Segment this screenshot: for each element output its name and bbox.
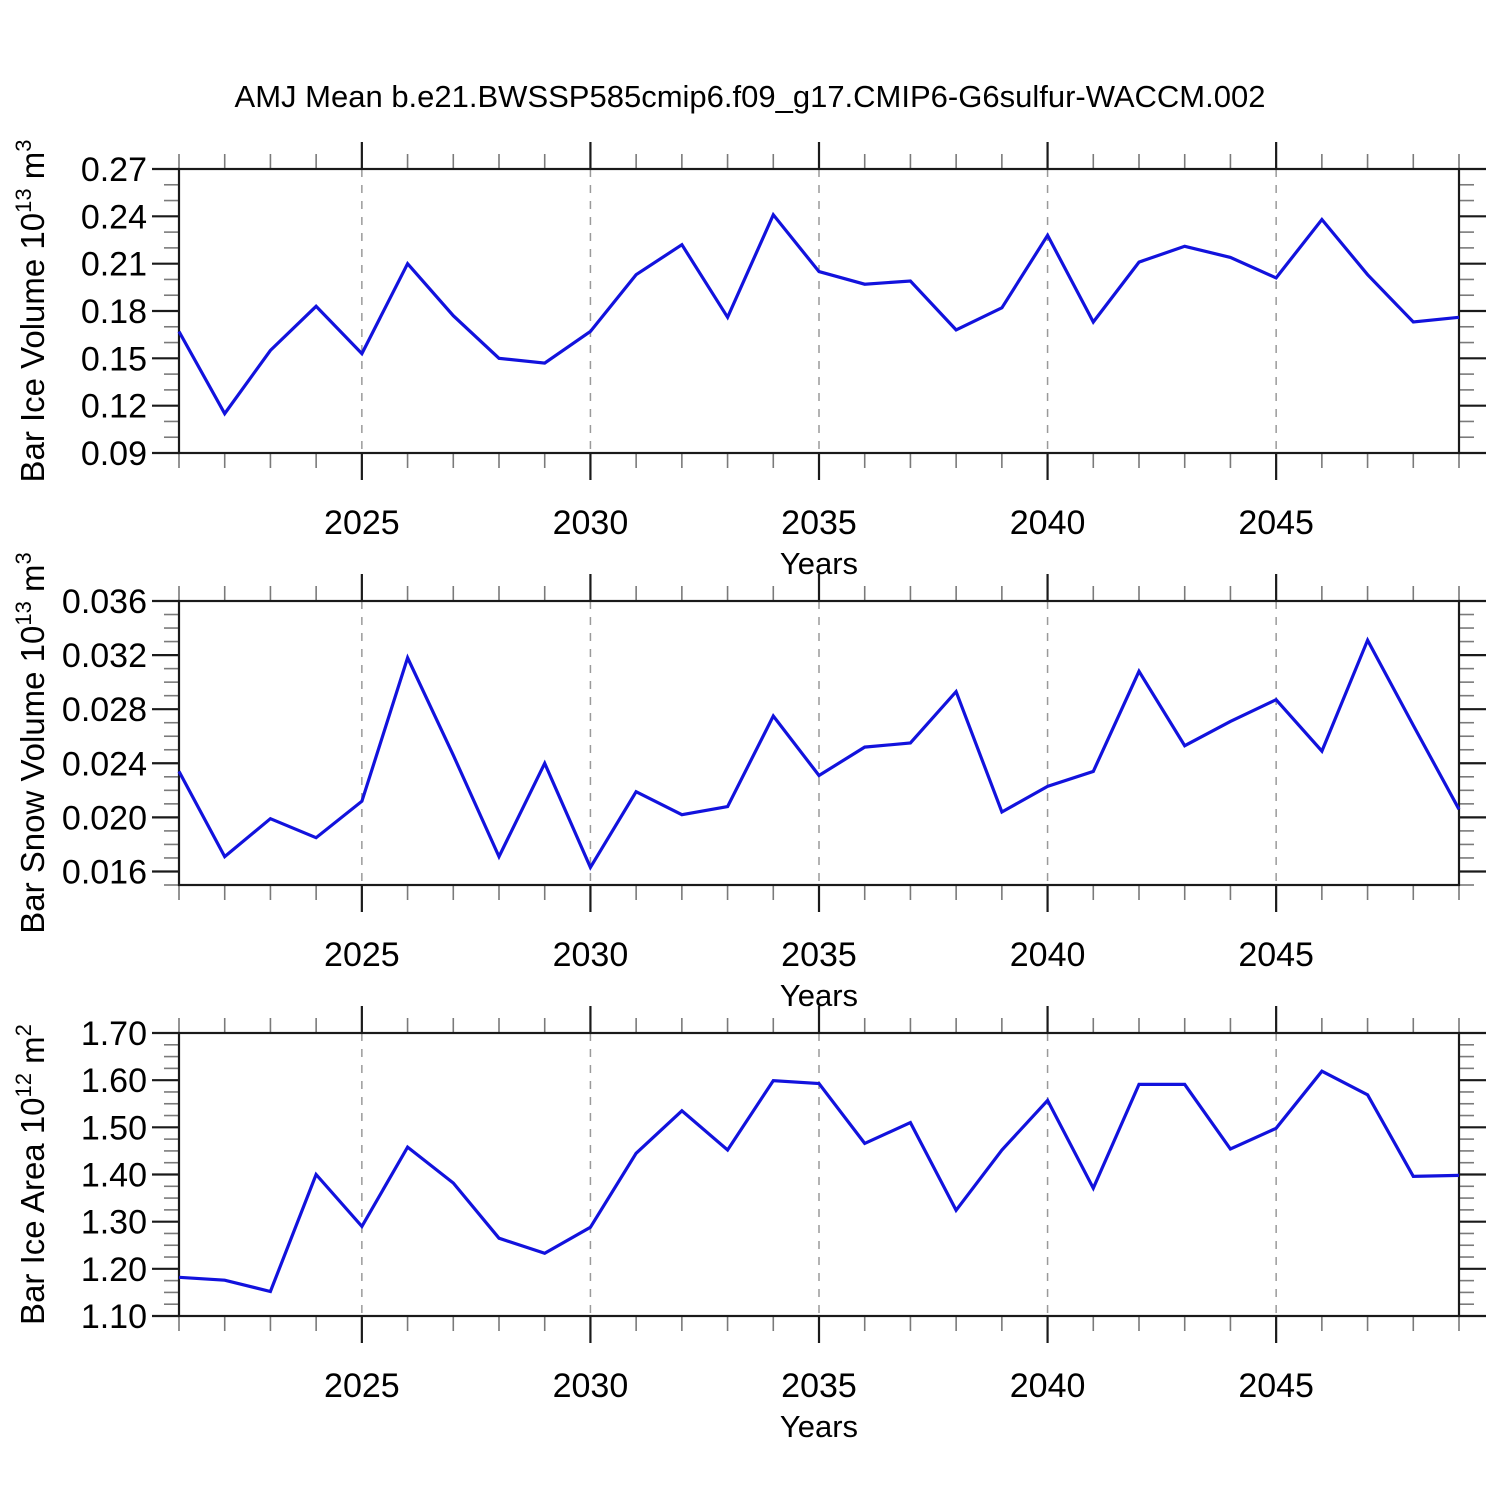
x-tick-label: 2035 [781,936,857,974]
x-tick-label: 2040 [1010,1367,1086,1405]
x-tick-label: 2045 [1238,1367,1314,1405]
y-tick-label: 0.024 [62,745,147,783]
y-tick-label: 0.032 [62,637,147,675]
x-tick-label: 2040 [1010,936,1086,974]
x-tick-label: 2040 [1010,504,1086,542]
data-line-bar-ice-volume [177,211,1460,417]
x-tick-label: 2025 [324,504,400,542]
x-tick-label: 2030 [553,936,629,974]
x-tick-label: 2025 [324,1367,400,1405]
chart-title: AMJ Mean b.e21.BWSSP585cmip6.f09_g17.CMI… [235,79,1266,114]
y-tick-label: 0.016 [62,853,147,891]
y-tick-label: 0.15 [81,340,147,378]
data-line-bar-ice-area [178,1069,1460,1294]
x-axis-label: Years [780,1409,858,1444]
y-tick-label: 1.40 [81,1157,147,1195]
y-tick-label: 1.30 [81,1204,147,1242]
y-tick-label: 0.21 [81,246,147,284]
y-axis-label: Bar Ice Volume 1013 m3 [11,139,51,482]
x-tick-label: 2025 [324,936,400,974]
panel-bar-ice-volume: 0.27 0.24 0.21 0.18 0.15 0.12 0.09 2025 2030 2035… [11,139,1486,581]
x-tick-label: 2035 [781,1367,857,1405]
panel-bar-snow-volume: 0.036 0.032 0.028 0.024 0.020 0.016 2025 2030 20… [11,552,1486,1013]
y-tick-label: 1.50 [81,1109,147,1147]
y-axis-label: Bar Snow Volume 1013 m3 [11,552,51,934]
panel-bar-ice-area: 1.70 1.60 1.50 1.40 1.30 1.20 1.10 2025 2030 2035… [11,1006,1486,1444]
y-tick-label: 0.27 [81,151,147,189]
y-tick-label: 0.24 [81,198,147,236]
y-tick-label: 0.028 [62,691,147,729]
plot-frame [177,167,1461,455]
data-line-bar-snow-volume [177,636,1461,871]
y-tick-label: 0.12 [81,388,147,426]
x-tick-label: 2030 [553,504,629,542]
y-tick-label: 0.020 [62,799,147,837]
panels: 0.27 0.24 0.21 0.18 0.15 0.12 0.09 2025 2030 2035… [11,139,1486,1444]
y-tick-label: 0.036 [62,583,147,621]
y-tick-label: 1.20 [81,1251,147,1289]
x-tick-label: 2045 [1238,936,1314,974]
y-tick-label: 1.10 [81,1298,147,1336]
y-tick-label: 0.09 [81,435,147,473]
x-tick-label: 2045 [1238,504,1314,542]
plot-frame [177,1031,1461,1318]
y-tick-label: 1.70 [81,1015,147,1053]
x-tick-label: 2035 [781,504,857,542]
plot-frame [177,599,1461,887]
x-tick-label: 2030 [553,1367,629,1405]
y-axis-label: Bar Ice Area 1012 m2 [11,1024,51,1325]
y-tick-label: 0.18 [81,293,147,331]
y-tick-label: 1.60 [81,1062,147,1100]
